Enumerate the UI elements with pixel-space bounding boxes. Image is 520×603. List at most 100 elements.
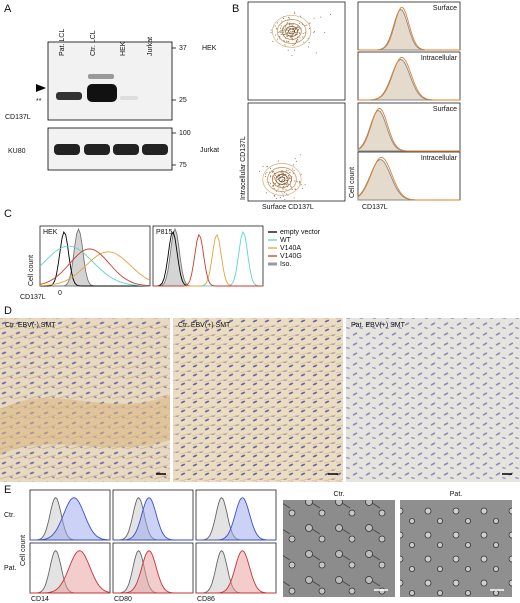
- event-dot: [291, 31, 293, 33]
- blot: [47, 41, 173, 121]
- image-label: Pat.: [450, 491, 463, 498]
- event-dot: [300, 184, 302, 186]
- band-marker: **: [36, 98, 42, 105]
- mw-label: 37: [179, 45, 187, 52]
- event-dot: [269, 183, 271, 185]
- event-dot: [291, 176, 293, 178]
- panel-label: E: [4, 484, 11, 496]
- event-dot: [300, 173, 302, 175]
- event-dot: [295, 39, 297, 41]
- event-dot: [315, 52, 317, 54]
- event-dot: [297, 39, 299, 41]
- image-label: Ctr. EBV(-) SMT: [5, 322, 56, 329]
- event-dot: [280, 180, 282, 182]
- histogram-curve: [358, 8, 460, 51]
- event-dot: [299, 22, 301, 24]
- event-dot: [274, 34, 276, 36]
- histogram-label: Surface: [433, 106, 457, 113]
- event-dot: [269, 167, 271, 169]
- histogram-curve: [196, 550, 276, 594]
- event-dot: [286, 31, 288, 33]
- histogram-label: Intracellular: [421, 155, 458, 162]
- legend-label: empty vector: [280, 229, 321, 236]
- event-dot: [295, 28, 297, 30]
- histogram-curve: [39, 251, 151, 287]
- event-dot: [288, 41, 290, 43]
- event-dot: [279, 36, 281, 38]
- event-dot: [283, 31, 285, 33]
- event-dot: [277, 184, 279, 186]
- event-dot: [281, 188, 283, 190]
- event-dot: [288, 16, 290, 18]
- event-dot: [291, 34, 293, 36]
- event-dot: [302, 36, 304, 38]
- contour: [285, 25, 299, 37]
- event-dot: [288, 179, 290, 181]
- stain: [0, 395, 170, 455]
- histogram-curve: [113, 497, 193, 541]
- event-dot: [294, 11, 296, 13]
- contour: [288, 28, 296, 35]
- plot-frame: [247, 1, 346, 101]
- event-dot: [293, 43, 295, 45]
- panel-label: B: [232, 3, 239, 15]
- histogram-curve: [40, 230, 150, 287]
- event-dot: [295, 31, 297, 33]
- event-dot: [274, 182, 276, 184]
- event-dot: [285, 188, 287, 190]
- histogram-curve: [357, 107, 460, 152]
- event-dot: [302, 32, 304, 34]
- event-dot: [299, 37, 301, 39]
- event-dot: [299, 33, 301, 35]
- lane-label: Jurkat: [147, 37, 154, 56]
- event-dot: [289, 178, 291, 180]
- histogram-curve: [357, 159, 460, 201]
- legend-label: V140G: [280, 253, 302, 260]
- legend-label: Iso.: [280, 261, 291, 268]
- event-dot: [285, 27, 287, 29]
- band: [87, 84, 117, 102]
- event-dot: [309, 22, 311, 24]
- event-dot: [270, 176, 272, 178]
- event-dot: [294, 188, 296, 190]
- panel-label: A: [4, 3, 12, 15]
- micrograph: [0, 318, 170, 482]
- event-dot: [297, 28, 299, 30]
- target-label: CD137L: [5, 114, 31, 121]
- event-dot: [280, 177, 282, 179]
- contour: [267, 167, 297, 192]
- event-dot: [280, 27, 282, 29]
- event-dot: [287, 183, 289, 185]
- event-dot: [297, 26, 299, 28]
- event-dot: [281, 175, 283, 177]
- histogram-curve: [196, 497, 276, 541]
- axis-label: Surface CD137L: [262, 204, 314, 211]
- event-dot: [286, 35, 288, 37]
- contour: [262, 163, 302, 196]
- histogram-curve: [39, 248, 151, 287]
- event-dot: [285, 177, 287, 179]
- event-dot: [269, 175, 271, 177]
- histogram-curve: [30, 550, 111, 594]
- event-dot: [280, 25, 282, 27]
- event-dot: [268, 181, 270, 183]
- plot-label: HEK: [43, 229, 58, 236]
- event-dot: [290, 24, 292, 26]
- event-dot: [272, 185, 274, 187]
- event-dot: [309, 28, 311, 30]
- plot-label: P815: [156, 229, 172, 236]
- event-dot: [296, 40, 298, 42]
- histogram-curve: [357, 156, 460, 201]
- histogram-curve: [358, 59, 460, 101]
- event-dot: [288, 175, 290, 177]
- lane-label: Ctr. LCL: [90, 30, 97, 56]
- event-dot: [294, 27, 296, 29]
- event-dot: [294, 158, 296, 160]
- event-dot: [284, 198, 286, 200]
- event-dot: [292, 31, 294, 33]
- event-dot: [279, 197, 281, 199]
- band: [120, 96, 138, 100]
- contour: [271, 171, 292, 188]
- band: [88, 74, 114, 79]
- axis-zero: 0: [58, 290, 62, 297]
